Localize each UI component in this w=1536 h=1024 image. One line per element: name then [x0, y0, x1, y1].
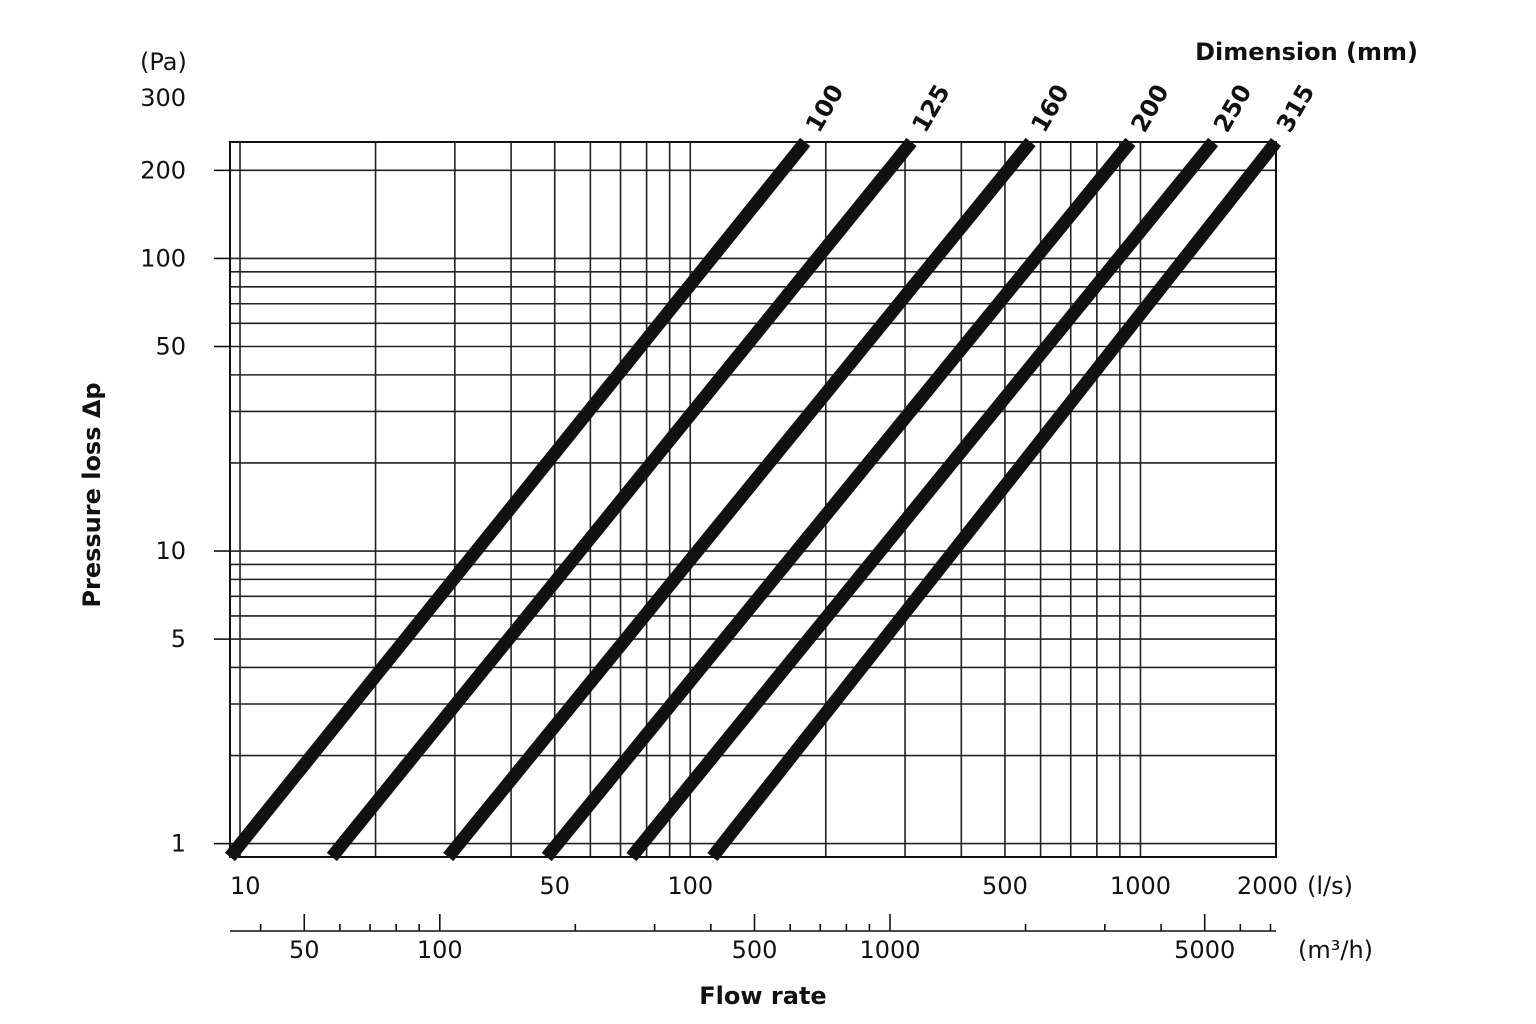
y-tick-label: 50 [155, 333, 186, 361]
y-axis-ticks: 1 5 10 50 100 200 300 [140, 84, 230, 858]
x-tick-label: 1000 [1110, 872, 1171, 900]
dimension-label-200: 200 [1125, 80, 1174, 137]
x-tick-label: 2000 [1237, 872, 1298, 900]
x2-tick-label: 500 [732, 936, 778, 964]
dimension-label-100: 100 [800, 80, 849, 137]
y-tick-label: 5 [171, 625, 186, 653]
y-tick-label: 10 [155, 537, 186, 565]
x-axis-ticks: 10 50 100 500 1000 2000 [230, 872, 1298, 900]
x2-unit-label: (m³/h) [1298, 936, 1373, 964]
dimension-label-250: 250 [1208, 80, 1257, 137]
dimension-label-315: 315 [1271, 80, 1320, 137]
y-unit-label: (Pa) [140, 48, 187, 76]
plot-frame [229, 141, 1277, 858]
y-tick-label: 1 [171, 830, 186, 858]
x-tick-label: 500 [982, 872, 1028, 900]
legend-title: Dimension (mm) [1195, 38, 1418, 66]
x-tick-label: 50 [539, 872, 570, 900]
series-lines [224, 137, 1282, 862]
dimension-label-125: 125 [906, 80, 955, 137]
dimension-label-160: 160 [1026, 80, 1075, 137]
x2-tick-label: 50 [289, 936, 320, 964]
y-tick-label: 200 [140, 156, 186, 184]
x-axis-title: Flow rate [699, 982, 826, 1010]
series-line-125 [326, 137, 917, 862]
x-tick-label: 10 [230, 872, 261, 900]
series-line-100 [224, 137, 811, 862]
y-tick-label: 100 [140, 244, 186, 272]
x2-tick-label: 100 [417, 936, 463, 964]
series-line-315 [707, 137, 1282, 862]
x-tick-label: 100 [667, 872, 713, 900]
secondary-x-axis: 50 100 500 1000 5000 [230, 914, 1276, 964]
dimension-labels: 100 125 160 200 250 315 [800, 80, 1320, 137]
x2-tick-label: 1000 [859, 936, 920, 964]
series-line-200 [541, 137, 1136, 862]
series-line-160 [443, 137, 1036, 862]
x-unit-label: (l/s) [1307, 872, 1353, 900]
x2-tick-label: 5000 [1174, 936, 1235, 964]
series-line-250 [626, 137, 1219, 862]
y-axis-title: Pressure loss Δp [78, 382, 106, 607]
y-tick-label: 300 [140, 84, 186, 112]
